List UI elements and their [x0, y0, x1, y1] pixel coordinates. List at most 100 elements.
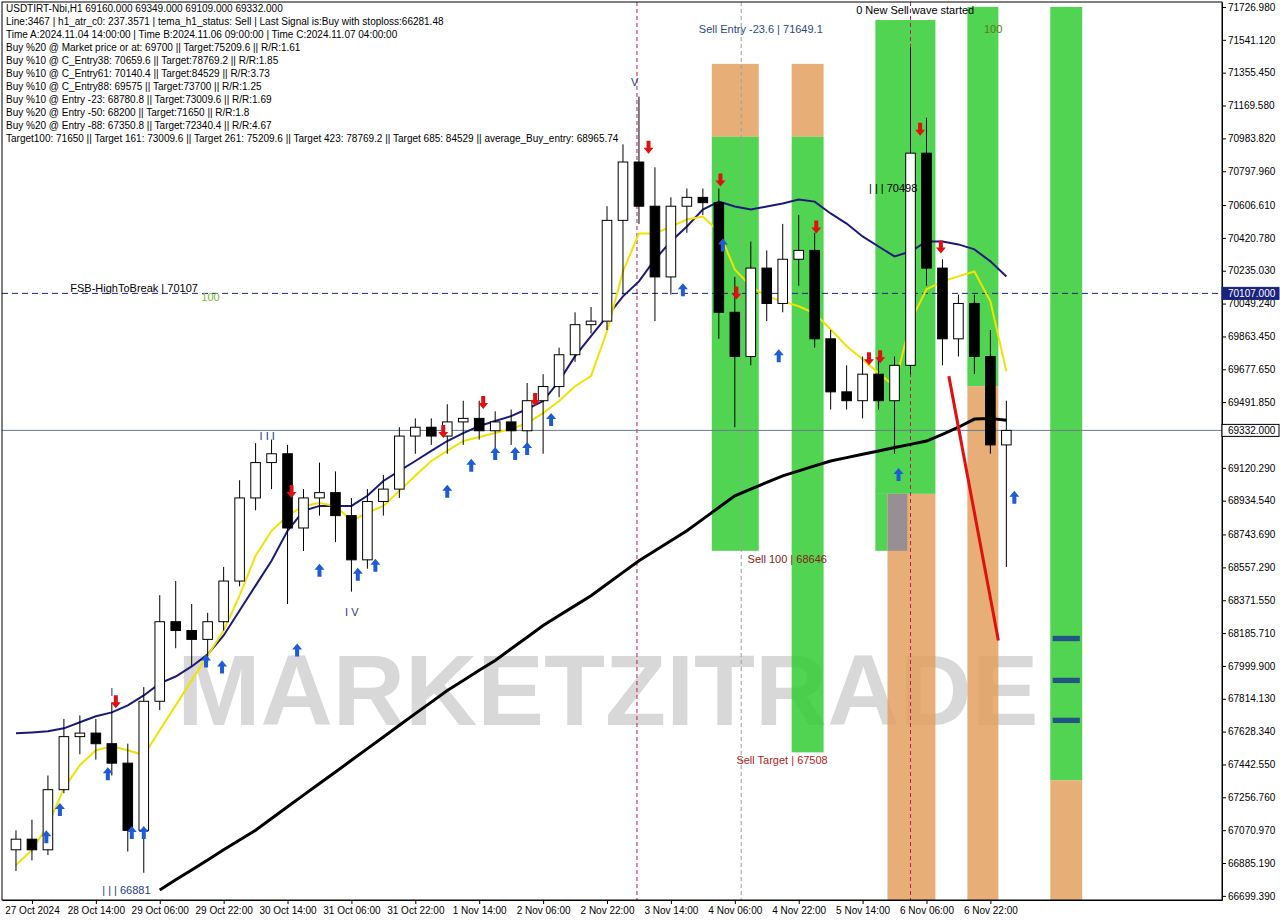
x-tick: 31 Oct 22:00	[387, 900, 445, 916]
signal-arrow	[1009, 491, 1019, 504]
candle	[411, 418, 421, 453]
plot-area	[2, 2, 1222, 900]
y-tick-label: 70235.030	[1228, 265, 1276, 276]
y-tick-mark	[1222, 238, 1226, 239]
candle-body	[59, 737, 69, 790]
annotation: 0 New Sell wave started	[856, 4, 974, 16]
y-tick: 69863.450	[1222, 331, 1276, 342]
info-line: Target100: 71650 || Target 161: 73009.6 …	[6, 133, 619, 144]
signal-arrow	[644, 141, 654, 154]
signal-arrow	[510, 447, 520, 460]
y-tick-mark	[1222, 633, 1226, 634]
price-label-box	[1222, 424, 1279, 436]
candle	[682, 189, 692, 233]
x-tick-mark	[543, 900, 544, 904]
zone	[1053, 636, 1080, 641]
x-tick: 28 Oct 14:00	[68, 900, 126, 916]
candle-body	[1002, 430, 1012, 444]
info-line: USDTIRT-Nbi,H1 69160.000 69349.000 69109…	[6, 3, 283, 14]
candle	[746, 242, 756, 366]
y-tick-label: 71169.580	[1228, 100, 1275, 111]
candle-body	[842, 392, 852, 401]
candle	[490, 411, 500, 450]
y-tick: 68743.690	[1222, 529, 1276, 540]
candle-body	[123, 763, 133, 830]
x-axis-line	[3, 900, 1223, 901]
background	[0, 0, 1280, 920]
candle-body	[586, 321, 596, 325]
x-tick-mark	[96, 900, 97, 904]
x-tick: 27 Oct 2024	[5, 900, 60, 916]
candle	[155, 595, 165, 710]
signal-arrow	[353, 568, 363, 581]
signal-arrow	[103, 767, 113, 780]
zone	[1050, 780, 1082, 900]
x-tick: 3 Nov 14:00	[644, 900, 698, 916]
candle	[570, 312, 580, 362]
zone	[792, 137, 824, 753]
zone	[967, 386, 998, 900]
price-label: 69332.000	[1228, 425, 1276, 436]
y-tick-label: 67256.760	[1228, 792, 1276, 803]
x-tick-label: 29 Oct 06:00	[132, 905, 190, 916]
candle	[602, 206, 612, 330]
candle-body	[890, 365, 900, 400]
x-tick-label: 31 Oct 06:00	[323, 905, 381, 916]
y-tick-label: 69863.450	[1228, 331, 1276, 342]
candle-body	[458, 418, 468, 422]
x-tick-label: 5 Nov 14:00	[836, 905, 890, 916]
y-tick: 68371.550	[1222, 595, 1276, 606]
annotation: 100	[984, 23, 1002, 35]
chart-container: MARKETZITRADE71726.98071541.12071355.450…	[0, 0, 1280, 920]
signal-arrow	[546, 413, 556, 426]
signal-arrow	[522, 442, 532, 455]
y-tick: 66699.390	[1222, 891, 1276, 902]
x-tick: 29 Oct 06:00	[132, 900, 190, 916]
candle	[890, 356, 900, 453]
candle	[299, 489, 309, 551]
candle-body	[427, 427, 437, 436]
y-tick-label: 67070.970	[1228, 825, 1276, 836]
zone	[888, 494, 936, 900]
y-tick: 68934.540	[1222, 495, 1276, 506]
signal-arrow	[530, 393, 540, 406]
candle-body	[714, 203, 724, 313]
y-tick-label: 66885.190	[1228, 858, 1276, 869]
candle-wick	[846, 365, 847, 409]
x-tick-mark	[926, 900, 927, 904]
y-tick-mark	[1222, 764, 1226, 765]
annotation: Sell 100 | 68646	[748, 553, 827, 565]
x-tick-mark	[479, 900, 480, 904]
y-tick: 70983.820	[1222, 133, 1276, 144]
zone	[712, 64, 759, 137]
candle-body	[954, 303, 964, 338]
candle-body	[27, 839, 37, 850]
plot-frame	[2, 2, 1222, 900]
candle-body	[746, 268, 756, 356]
y-tick: 67999.900	[1222, 661, 1276, 672]
signal-arrow	[287, 485, 297, 498]
y-tick-mark	[1222, 501, 1226, 502]
zones	[712, 7, 1082, 900]
trend-line	[949, 376, 999, 640]
candle	[506, 410, 516, 445]
signal-arrow	[55, 803, 65, 816]
x-tick: 6 Nov 22:00	[964, 900, 1018, 916]
candle	[251, 443, 261, 510]
info-line: Buy %20 @ Market price or at: 69700 || T…	[6, 42, 301, 53]
y-tick-mark	[1222, 402, 1226, 403]
signal-arrow	[292, 643, 302, 656]
x-tick: 29 Oct 22:00	[196, 900, 254, 916]
x-tick-mark	[990, 900, 991, 904]
candle-body	[810, 250, 820, 338]
candle	[235, 480, 245, 586]
y-tick: 68557.290	[1222, 562, 1276, 573]
candle-body	[778, 259, 788, 303]
info-line: Time A:2024.11.04 14:00:00 | Time B:2024…	[6, 29, 398, 40]
info-line: Buy %10 @ Entry -23: 68780.8 || Target:7…	[6, 94, 272, 105]
zone	[888, 494, 908, 551]
candle-body	[602, 220, 612, 321]
candle	[554, 348, 564, 398]
candle-body	[379, 489, 389, 501]
x-tick-label: 1 Nov 14:00	[453, 905, 507, 916]
